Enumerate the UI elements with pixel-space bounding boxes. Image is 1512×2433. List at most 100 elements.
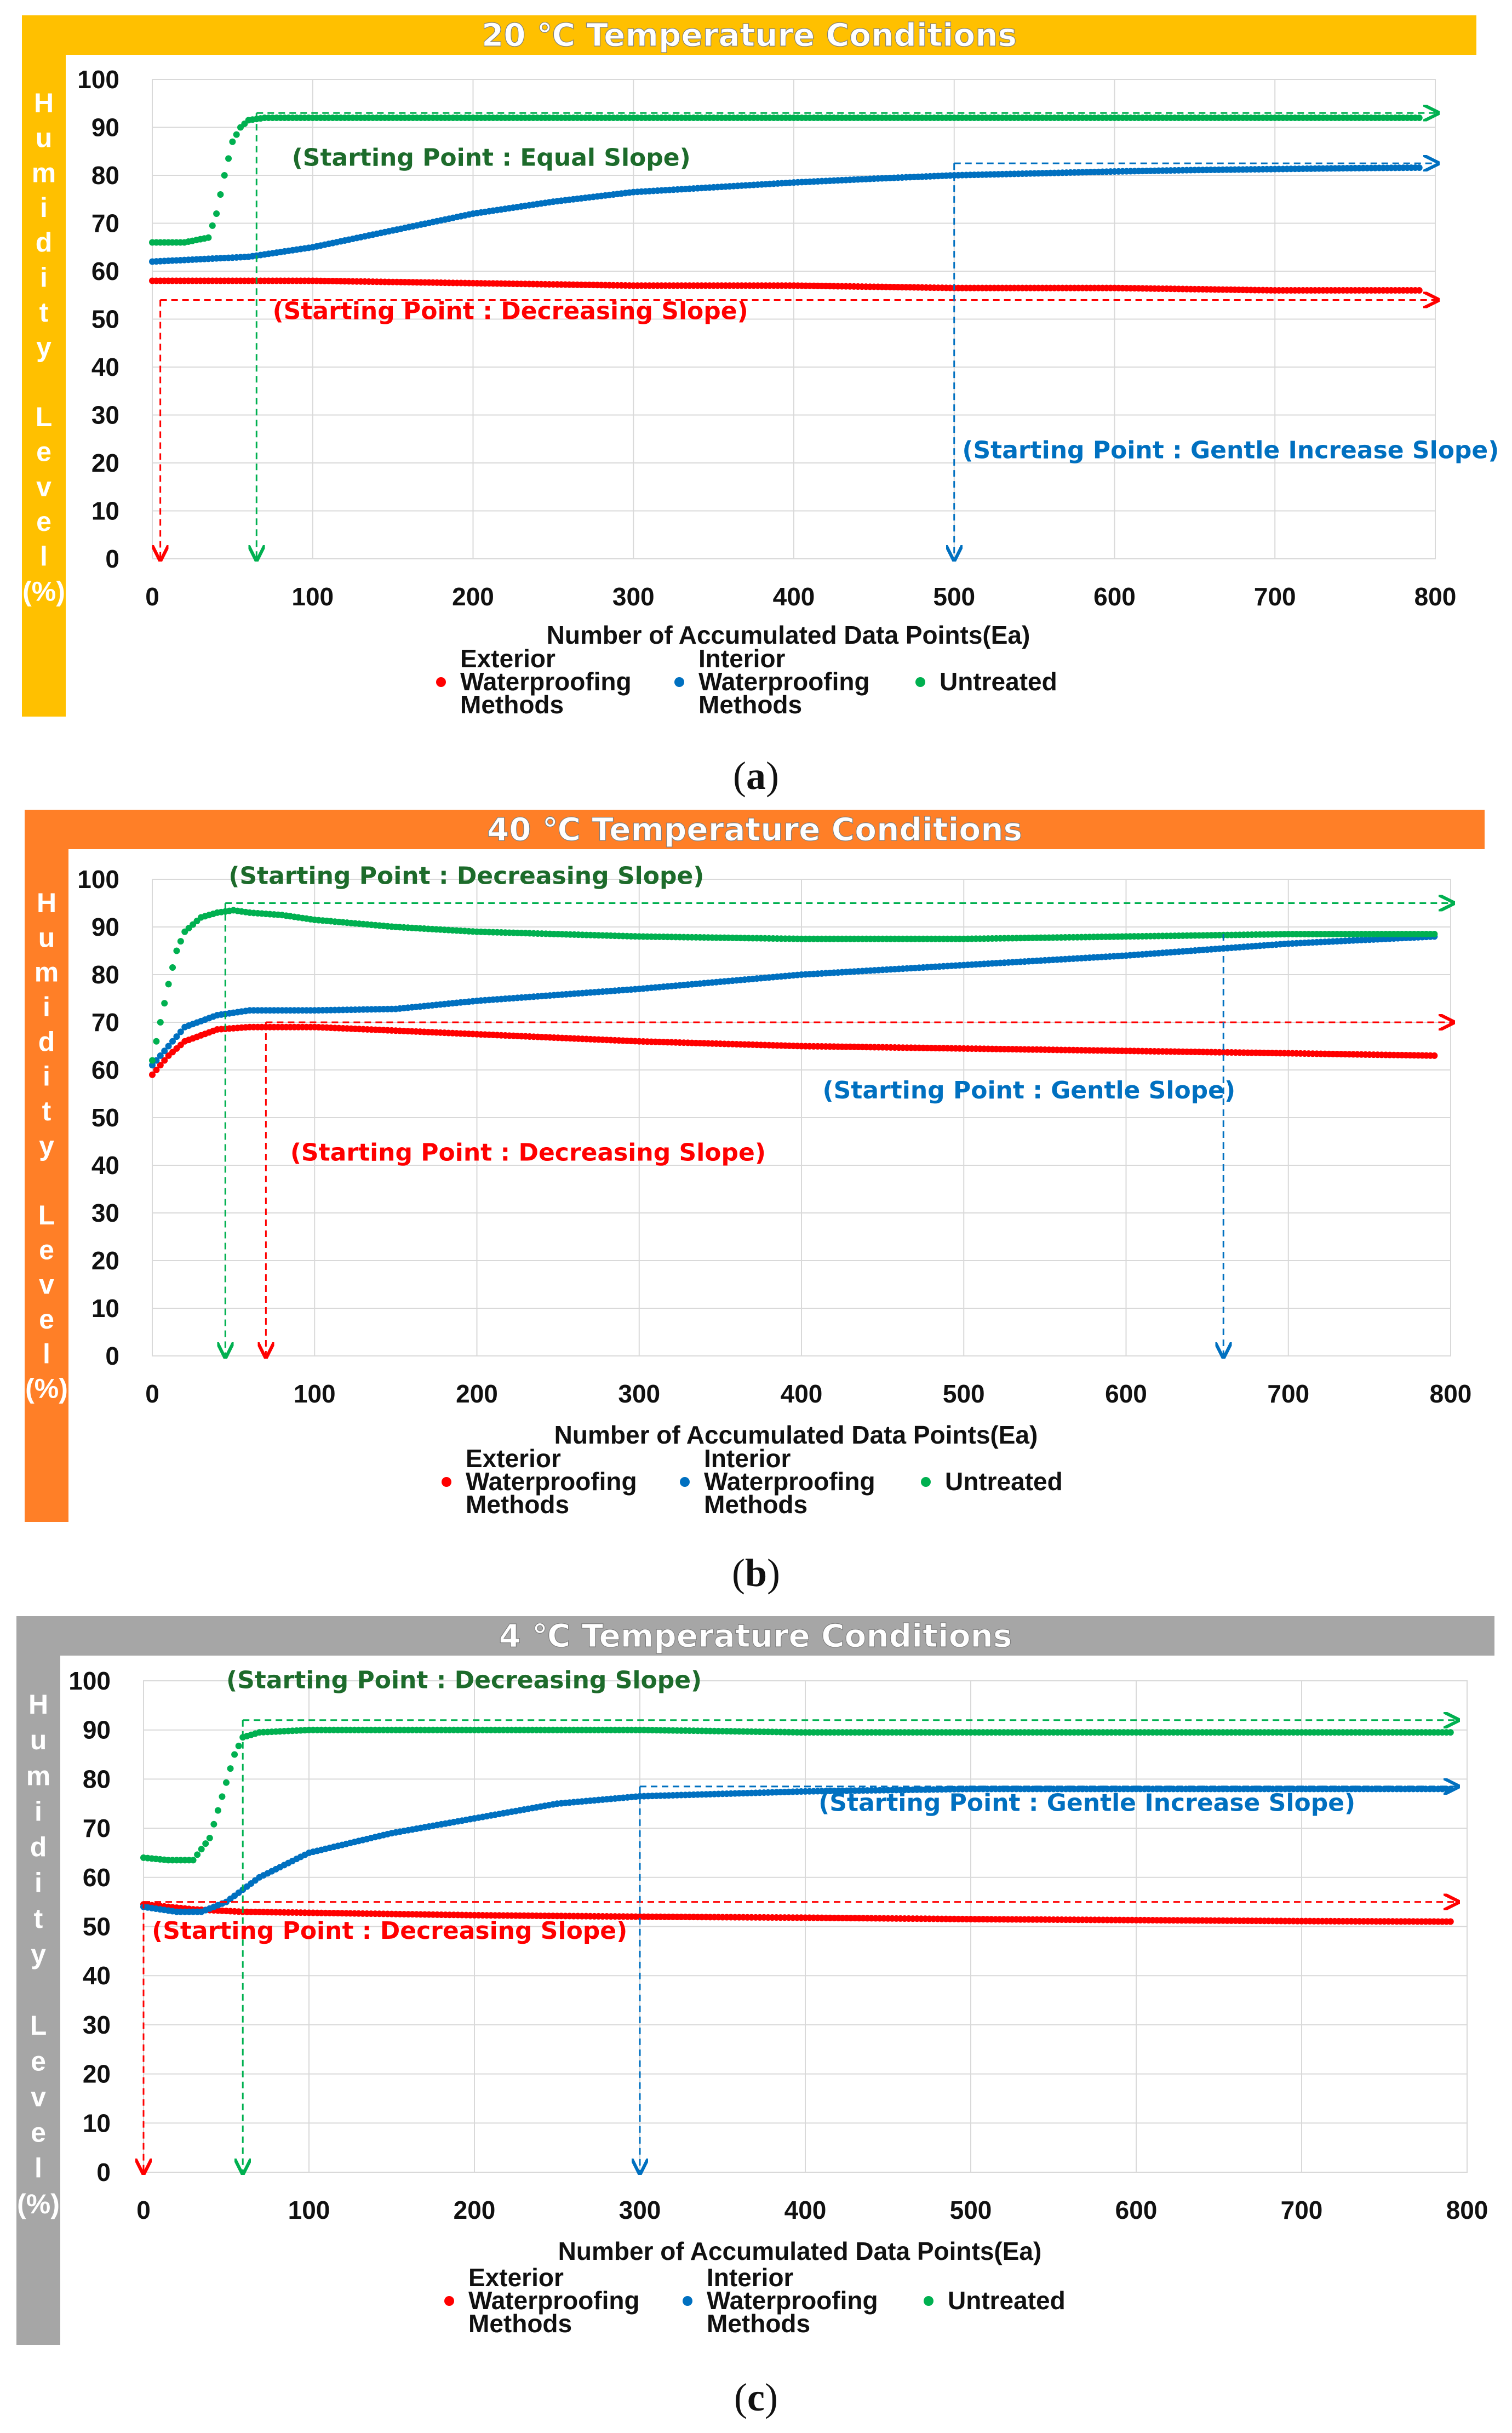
y-tick-label: 60 <box>91 1056 119 1084</box>
x-tick-label: 400 <box>781 1379 823 1408</box>
data-point <box>217 191 224 198</box>
data-point <box>221 172 228 179</box>
x-tick-label: 200 <box>456 1379 498 1408</box>
x-axis-title: Number of Accumulated Data Points(Ea) <box>547 621 1030 649</box>
ylabel-char: u <box>38 922 55 953</box>
chart-title: 40 ℃ Temperature Conditions <box>487 811 1022 848</box>
ylabel-char: d <box>36 227 53 258</box>
legend-label: Methods <box>698 690 802 719</box>
x-tick-label: 800 <box>1414 582 1457 611</box>
data-point <box>1431 1052 1438 1059</box>
ylabel-char: m <box>35 957 59 988</box>
x-tick-label: 600 <box>1105 1379 1147 1408</box>
data-point <box>161 1000 168 1007</box>
legend-label: Methods <box>704 1490 807 1519</box>
data-point <box>223 1779 230 1786</box>
legend-marker <box>436 677 446 687</box>
ylabel-sidebar <box>25 810 68 1522</box>
legend-label: Waterproofing <box>704 1467 875 1496</box>
x-tick-label: 500 <box>943 1379 985 1408</box>
caption-b: (b) <box>731 1551 780 1595</box>
legend-marker <box>674 677 684 687</box>
x-tick-label: 300 <box>619 2196 661 2224</box>
data-point <box>173 947 180 954</box>
data-point <box>1447 1729 1454 1736</box>
data-point <box>227 1765 234 1772</box>
y-tick-label: 40 <box>83 1961 111 1990</box>
data-point <box>157 1062 164 1069</box>
legend-label: Interior <box>704 1444 791 1473</box>
x-tick-label: 0 <box>145 582 159 611</box>
chart-title: 20 ℃ Temperature Conditions <box>482 16 1017 54</box>
legend-label: Interior <box>707 2263 794 2292</box>
x-axis-title: Number of Accumulated Data Points(Ea) <box>554 1421 1038 1449</box>
data-point <box>1416 287 1423 294</box>
data-point <box>210 1821 217 1828</box>
data-point <box>213 210 220 217</box>
ylabel-char: i <box>35 1796 42 1827</box>
x-tick-label: 600 <box>1093 582 1136 611</box>
y-tick-label: 90 <box>91 113 119 142</box>
series-exterior-waterproofing-methods <box>149 1023 1438 1078</box>
y-tick-label: 20 <box>91 1246 119 1275</box>
annotation-label: (Starting Point : Decreasing Slope) <box>226 1666 702 1694</box>
x-tick-label: 100 <box>288 2196 330 2224</box>
legend-label: Interior <box>698 644 786 673</box>
data-point <box>177 1028 184 1035</box>
chart-c-svg: 4 ℃ Temperature ConditionsHumidityLevel(… <box>16 1616 1494 2345</box>
ylabel-char: (%) <box>22 576 65 606</box>
data-point <box>161 1057 168 1064</box>
ylabel-char: t <box>39 297 49 328</box>
legend-label: Exterior <box>460 644 555 673</box>
y-tick-label: 100 <box>77 65 119 94</box>
series-untreated <box>149 115 1423 246</box>
y-tick-label: 80 <box>91 960 119 989</box>
y-tick-label: 20 <box>91 449 119 477</box>
chart-title: 4 ℃ Temperature Conditions <box>499 1617 1012 1655</box>
x-tick-label: 500 <box>950 2196 992 2224</box>
data-point <box>194 1851 201 1858</box>
legend-label: Waterproofing <box>698 667 870 696</box>
ylabel-sidebar <box>16 1616 60 2345</box>
y-tick-label: 50 <box>91 305 119 334</box>
data-point <box>177 938 184 945</box>
data-point <box>205 234 212 241</box>
y-tick-label: 90 <box>83 1716 111 1744</box>
annotation-label: (Starting Point : Decreasing Slope) <box>152 1917 627 1945</box>
data-point <box>149 1062 156 1069</box>
x-tick-label: 0 <box>145 1379 159 1408</box>
x-tick-label: 200 <box>452 582 494 611</box>
x-tick-label: 700 <box>1281 2196 1323 2224</box>
legend-marker <box>680 1477 690 1487</box>
ylabel-char: e <box>36 506 51 537</box>
ylabel-char: e <box>39 1304 54 1335</box>
y-tick-label: 30 <box>91 401 119 430</box>
data-point <box>173 1033 180 1040</box>
legend-label: Exterior <box>466 1444 561 1473</box>
y-tick-label: 10 <box>91 1294 119 1323</box>
annotation-label: (Starting Point : Decreasing Slope) <box>228 862 704 890</box>
legend-marker <box>683 2296 692 2306</box>
ylabel-char: e <box>31 2117 46 2148</box>
data-point <box>235 1742 242 1749</box>
y-tick-label: 70 <box>91 1008 119 1037</box>
data-point <box>157 1019 164 1026</box>
y-tick-label: 60 <box>83 1863 111 1892</box>
x-tick-label: 400 <box>773 582 815 611</box>
ylabel-char: l <box>40 541 48 572</box>
x-tick-label: 500 <box>933 582 975 611</box>
ylabel-char: y <box>36 332 51 363</box>
legend-label: Waterproofing <box>707 2286 878 2315</box>
x-tick-label: 400 <box>784 2196 827 2224</box>
ylabel-char: y <box>39 1130 54 1161</box>
y-tick-label: 10 <box>91 497 119 525</box>
data-point <box>198 1846 205 1853</box>
legend-label: Untreated <box>940 667 1057 696</box>
y-tick-label: 10 <box>83 2109 111 2137</box>
annotation-label: (Starting Point : Equal Slope) <box>292 144 691 172</box>
data-point <box>233 131 240 138</box>
y-tick-label: 20 <box>83 2060 111 2088</box>
series-interior-waterproofing-methods <box>149 164 1423 265</box>
y-tick-label: 80 <box>91 161 119 190</box>
